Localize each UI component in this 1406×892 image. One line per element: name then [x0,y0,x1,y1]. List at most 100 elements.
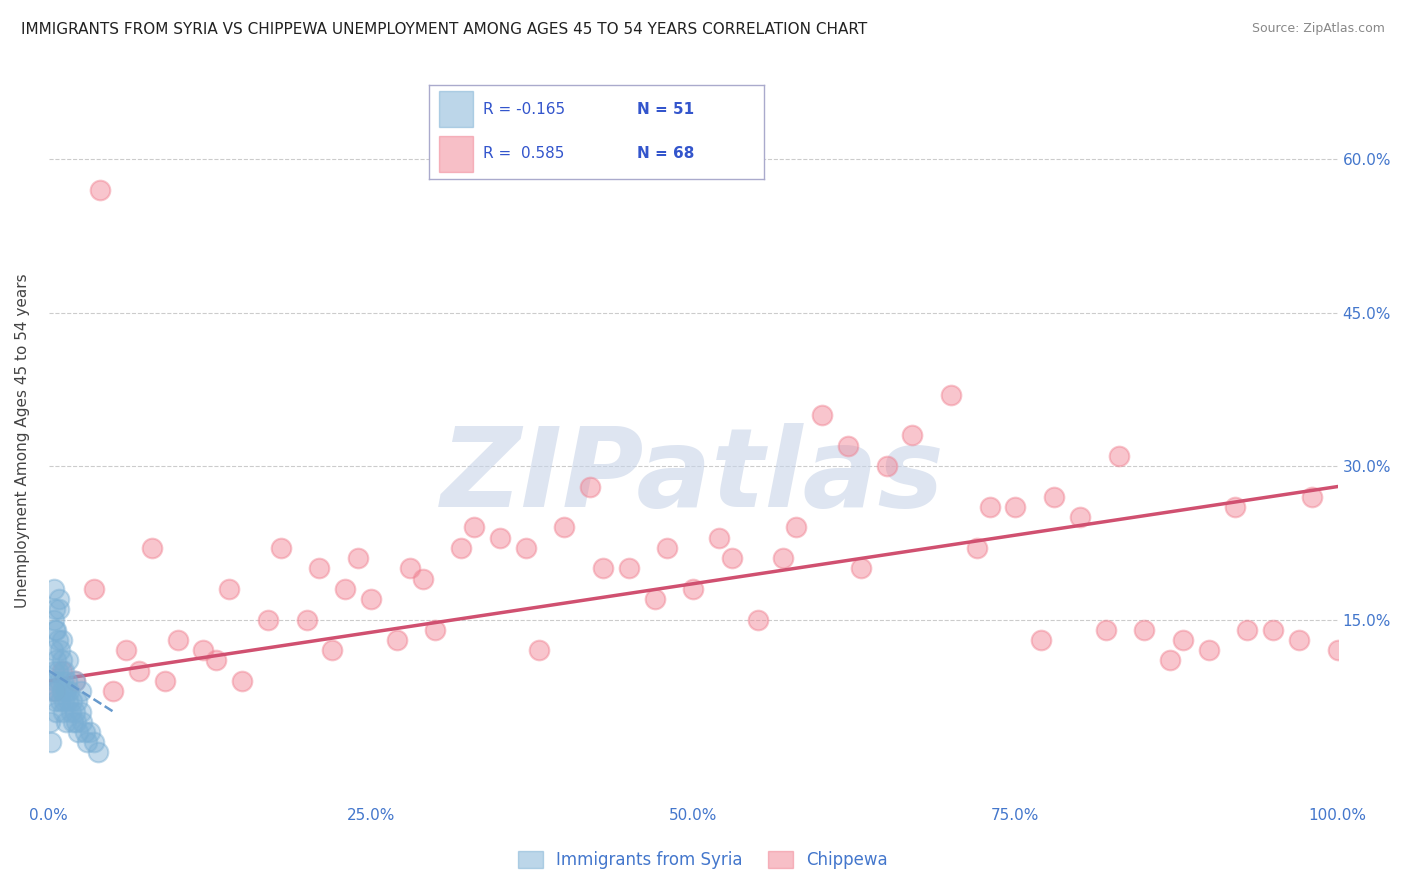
Point [1159,653,1181,667]
Point [811,408,834,422]
Point [425,623,447,637]
Point [128,664,150,678]
Point [89,183,111,197]
Point [83,582,105,596]
Point [1236,623,1258,637]
Point [67,725,90,739]
Point [42,664,65,678]
Point [785,520,807,534]
Point [66,694,89,708]
Point [55,714,77,729]
Point [901,428,924,442]
Point [1171,632,1194,647]
Point [48,602,70,616]
Point [48,673,70,688]
Point [205,653,228,667]
Text: Source: ZipAtlas.com: Source: ZipAtlas.com [1251,22,1385,36]
Point [51,653,73,667]
Point [44,684,66,698]
Point [52,705,75,719]
Point [515,541,537,555]
Point [721,551,744,566]
Point [837,439,859,453]
Point [257,613,280,627]
Point [412,572,434,586]
Point [49,694,72,708]
Point [63,705,86,719]
Point [553,520,575,534]
Point [1094,623,1116,637]
Point [56,673,79,688]
Point [463,520,485,534]
Point [44,694,66,708]
Point [58,684,80,698]
Point [41,735,63,749]
Point [747,613,769,627]
Point [141,541,163,555]
Point [1326,643,1348,657]
Text: IMMIGRANTS FROM SYRIA VS CHIPPEWA UNEMPLOYMENT AMONG AGES 45 TO 54 YEARS CORRELA: IMMIGRANTS FROM SYRIA VS CHIPPEWA UNEMPL… [21,22,868,37]
Point [1043,490,1066,504]
Point [48,592,70,607]
Point [1198,643,1220,657]
Point [103,684,125,698]
Point [70,684,93,698]
Point [115,643,138,657]
Point [51,684,73,698]
Point [153,673,176,688]
Point [56,653,79,667]
Point [617,561,640,575]
Point [360,592,382,607]
Point [682,582,704,596]
Point [62,714,84,729]
Point [592,561,614,575]
Point [450,541,472,555]
Point [398,561,420,575]
Point [59,705,82,719]
Point [52,673,75,688]
Point [70,705,93,719]
Point [966,541,988,555]
Y-axis label: Unemployment Among Ages 45 to 54 years: Unemployment Among Ages 45 to 54 years [15,273,30,607]
Point [44,623,66,637]
Point [41,684,63,698]
Point [218,582,240,596]
Point [849,561,872,575]
Point [321,643,343,657]
Point [39,714,62,729]
Point [308,561,330,575]
Point [63,673,86,688]
Point [1004,500,1026,514]
Point [63,673,86,688]
Point [1108,449,1130,463]
Point [1069,510,1091,524]
Point [295,613,318,627]
Point [1223,500,1246,514]
Point [1133,623,1156,637]
Point [644,592,666,607]
Point [56,694,79,708]
Point [87,746,110,760]
Point [489,531,512,545]
Point [51,664,73,678]
Point [45,705,67,719]
Point [347,551,370,566]
Point [46,664,69,678]
Point [65,714,87,729]
Point [335,582,357,596]
Point [55,684,77,698]
Point [45,653,67,667]
Point [1288,632,1310,647]
Point [979,500,1001,514]
Point [579,479,602,493]
Point [270,541,292,555]
Point [657,541,679,555]
Point [1031,632,1053,647]
Point [53,664,76,678]
Legend: Immigrants from Syria, Chippewa: Immigrants from Syria, Chippewa [508,841,898,880]
Point [527,643,550,657]
Point [45,684,67,698]
Point [1301,490,1323,504]
Point [41,643,63,657]
Point [772,551,794,566]
